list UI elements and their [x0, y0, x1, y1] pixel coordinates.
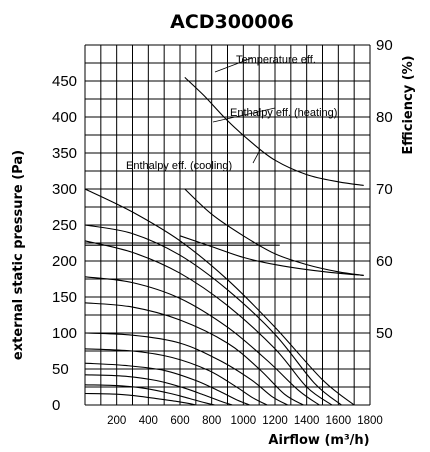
pressure-curve-5	[84, 332, 288, 406]
y-axis-label: external static pressure (Pa)	[11, 150, 26, 360]
y-tick-4: 200	[52, 253, 77, 270]
y-tick-7: 350	[52, 145, 77, 162]
efficiency-label-1: Enthalpy eff. (heating)	[230, 107, 337, 119]
x-axis-label: Airflow (m³/h)	[268, 433, 369, 448]
x-tick-3: 800	[202, 415, 221, 427]
pressure-curve-6	[84, 348, 268, 406]
efficiency-curve-1	[184, 188, 364, 276]
x-tick-8: 1800	[357, 415, 383, 427]
efficiency-curve-0	[184, 77, 364, 186]
x-tick-2: 600	[170, 415, 189, 427]
y2-tick-4: 90	[376, 37, 393, 54]
x-tick-5: 1200	[262, 415, 288, 427]
pressure-curve-8	[84, 374, 233, 406]
pressure-curve-0	[84, 188, 355, 406]
chart-title: ACD300006	[170, 11, 294, 33]
y-tick-0: 0	[52, 397, 60, 414]
x-tick-4: 1000	[231, 415, 257, 427]
pressure-curve-1	[84, 224, 342, 406]
y2-tick-2: 70	[376, 181, 393, 198]
pressure-curve-9	[84, 384, 215, 406]
pressure-curve-7	[84, 362, 250, 406]
x-tick-labels: 200 400 600 800 1000 1200 1400 1600 1800	[107, 415, 383, 427]
y-tick-5: 250	[52, 217, 77, 234]
x-tick-6: 1400	[294, 415, 320, 427]
y-tick-8: 400	[52, 109, 77, 126]
efficiency-leader-1	[212, 107, 276, 123]
y-tick-1: 50	[52, 361, 69, 378]
pressure-curves	[84, 188, 355, 406]
y2-tick-0: 50	[376, 325, 393, 342]
pressure-curve-3	[84, 276, 320, 406]
y2-tick-1: 60	[376, 253, 393, 270]
y-tick-9: 450	[52, 73, 77, 90]
y-tick-3: 150	[52, 289, 77, 306]
pressure-curve-10	[84, 392, 196, 406]
pressure-curve-2	[84, 240, 333, 406]
y-tick-labels: 0 50 100 150 200 250 300 350 400 450	[52, 73, 77, 414]
efficiency-leader-2	[252, 149, 261, 164]
pressure-curve-4	[84, 302, 304, 406]
y2-tick-labels: 50 60 70 80 90	[376, 37, 393, 342]
x-tick-1: 400	[139, 415, 158, 427]
y-tick-6: 300	[52, 181, 77, 198]
efficiency-curves: Temperature eff. Enthalpy eff. (heating) E…	[126, 54, 364, 276]
efficiency-label-0: Temperature eff.	[236, 54, 316, 66]
x-tick-0: 200	[107, 415, 126, 427]
y2-axis-label: Efficiency (%)	[401, 55, 416, 154]
efficiency-leader-0	[214, 57, 253, 73]
efficiency-curve-2	[179, 235, 364, 276]
efficiency-label-2: Enthalpy eff. (cooling)	[126, 160, 232, 172]
y2-tick-3: 80	[376, 109, 393, 126]
x-tick-7: 1600	[326, 415, 352, 427]
y-tick-2: 100	[52, 325, 77, 342]
